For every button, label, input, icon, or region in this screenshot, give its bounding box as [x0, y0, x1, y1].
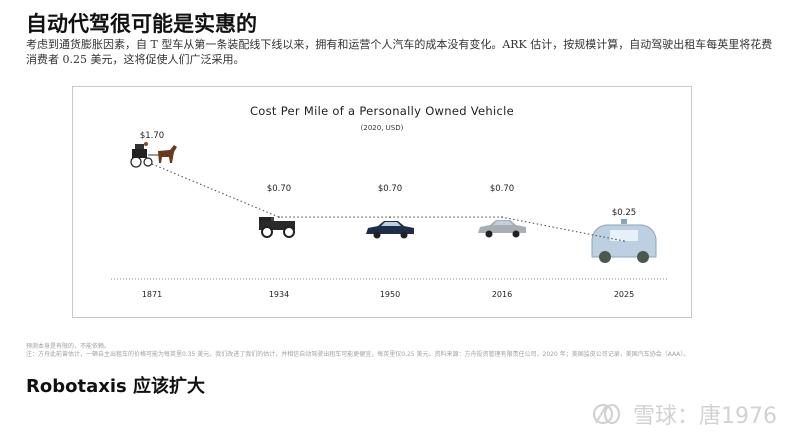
footnote-disclaimer: 预测本身是有限的，不能依赖。	[26, 343, 111, 350]
chart-data-layer: $1.70 1871 $0.70 1934 $0.70 1950 $0.70 2016 $0.2…	[140, 131, 636, 299]
modern-sedan-icon	[478, 220, 526, 238]
chart-subtitle: (2020, USD)	[361, 124, 404, 132]
year-label: 1950	[380, 290, 400, 299]
value-label: $0.70	[267, 184, 291, 194]
value-label: $0.70	[490, 184, 514, 194]
vehicle-icon-layer	[130, 142, 657, 263]
data-point	[389, 216, 391, 218]
vintage-sedan-icon	[366, 221, 414, 239]
page-title: 自动代驾很可能是实惠的	[26, 12, 257, 36]
model-t-car-icon	[259, 217, 295, 238]
chart-title: Cost Per Mile of a Personally Owned Vehi…	[250, 104, 514, 118]
value-label: $1.70	[140, 131, 164, 141]
cost-per-mile-chart: Cost Per Mile of a Personally Owned Vehi…	[111, 104, 669, 299]
chart-panel: Cost Per Mile of a Personally Owned Vehi…	[72, 86, 692, 318]
watermark-text: 雪球：唐1976	[633, 404, 777, 429]
year-label: 2016	[492, 290, 512, 299]
watermark: 雪球：唐1976	[592, 398, 777, 430]
year-label: 1871	[142, 290, 162, 299]
section-subtitle: Robotaxis 应该扩大	[26, 376, 205, 397]
data-point	[278, 216, 280, 218]
horse-carriage-icon	[130, 142, 177, 168]
data-point	[151, 163, 153, 165]
footnote-sources: 注：方舟此前曾估计，一辆自主出租车的价格可能为每英里0.35 美元。我们改进了我…	[26, 351, 690, 358]
data-point	[501, 216, 503, 218]
year-label: 2025	[614, 290, 634, 299]
data-point	[623, 240, 625, 242]
intro-paragraph: 考虑到通货膨胀因素，自 T 型车从第一条装配线下线以来，拥有和运营个人汽车的成本…	[26, 38, 773, 66]
value-label: $0.70	[378, 184, 402, 194]
snowball-logo-icon	[592, 403, 621, 425]
value-label: $0.25	[612, 208, 636, 218]
footnotes: 预测本身是有限的，不能依赖。 注：方舟此前曾估计，一辆自主出租车的价格可能为每英…	[26, 343, 746, 359]
year-label: 1934	[269, 290, 289, 299]
